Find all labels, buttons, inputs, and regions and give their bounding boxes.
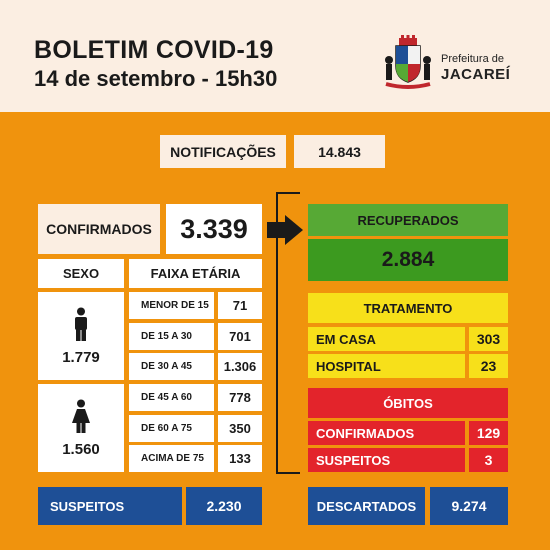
- age-value: 1.306: [218, 353, 262, 380]
- descartados-value: 9.274: [430, 487, 508, 525]
- male-total: 1.779: [62, 348, 100, 366]
- tratamento-em-casa-label: EM CASA: [308, 327, 465, 351]
- faixa-etaria-header: FAIXA ETÁRIA: [129, 259, 262, 288]
- male-icon: [75, 307, 87, 341]
- obitos-suspeitos-label: SUSPEITOS: [308, 448, 465, 472]
- bracket-bottom: [276, 472, 300, 474]
- age-label: MENOR DE 15: [129, 292, 214, 319]
- sexo-header: SEXO: [38, 259, 124, 288]
- age-label: DE 30 A 45: [129, 353, 214, 380]
- page-date: 14 de setembro - 15h30: [34, 66, 278, 91]
- bracket-vertical: [276, 192, 278, 474]
- notificacoes-label: NOTIFICAÇÕES: [160, 135, 286, 168]
- city-name: JACAREÍ: [441, 66, 511, 83]
- tratamento-hospital-label: HOSPITAL: [308, 354, 465, 378]
- confirmados-label: CONFIRMADOS: [38, 204, 160, 254]
- arrow-right-icon: [267, 215, 303, 245]
- bracket-top: [276, 192, 300, 194]
- obitos-label: ÓBITOS: [308, 388, 508, 418]
- recuperados-label: RECUPERADOS: [308, 204, 508, 236]
- age-value: 71: [218, 292, 262, 319]
- age-label: DE 45 A 60: [129, 384, 214, 411]
- obitos-confirmados-label: CONFIRMADOS: [308, 421, 465, 445]
- age-value: 350: [218, 415, 262, 442]
- age-value: 778: [218, 384, 262, 411]
- tratamento-em-casa-value: 303: [469, 327, 508, 351]
- crest-icon: [385, 35, 431, 89]
- male-cell: 1.779: [38, 292, 124, 380]
- obitos-suspeitos-value: 3: [469, 448, 508, 472]
- suspeitos-value: 2.230: [186, 487, 262, 525]
- obitos-confirmados-value: 129: [469, 421, 508, 445]
- page-title: BOLETIM COVID-19: [34, 36, 274, 64]
- age-label: ACIMA DE 75: [129, 445, 214, 472]
- female-total: 1.560: [62, 440, 100, 458]
- age-value: 133: [218, 445, 262, 472]
- female-icon: [72, 399, 90, 433]
- notificacoes-value: 14.843: [294, 135, 385, 168]
- prefeitura-label: Prefeitura de: [441, 53, 504, 65]
- tratamento-hospital-value: 23: [469, 354, 508, 378]
- descartados-label: DESCARTADOS: [308, 487, 425, 525]
- tratamento-label: TRATAMENTO: [308, 293, 508, 323]
- confirmados-value: 3.339: [166, 204, 262, 254]
- header: BOLETIM COVID-19 14 de setembro - 15h30 …: [0, 0, 550, 110]
- female-cell: 1.560: [38, 384, 124, 472]
- age-value: 701: [218, 323, 262, 350]
- recuperados-value: 2.884: [308, 239, 508, 281]
- suspeitos-label: SUSPEITOS: [38, 487, 182, 525]
- age-label: DE 60 A 75: [129, 415, 214, 442]
- age-label: DE 15 A 30: [129, 323, 214, 350]
